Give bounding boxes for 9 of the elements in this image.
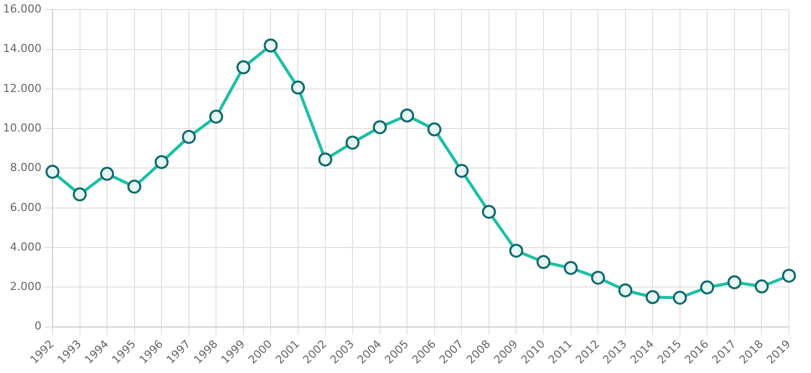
y-tick-label: 14.000 — [2, 42, 42, 56]
y-tick-label: 8.000 — [10, 161, 42, 174]
y-tick-label: 10.000 — [2, 121, 42, 134]
y-tick-label: 16.000 — [2, 2, 42, 16]
y-tick-label: 4.000 — [10, 240, 42, 254]
y-tick-label: 2.000 — [10, 280, 42, 294]
y-tick-label: 6.000 — [10, 200, 42, 214]
y-tick-label: 0 — [34, 320, 42, 333]
y-tick-label: 12.000 — [2, 82, 42, 95]
